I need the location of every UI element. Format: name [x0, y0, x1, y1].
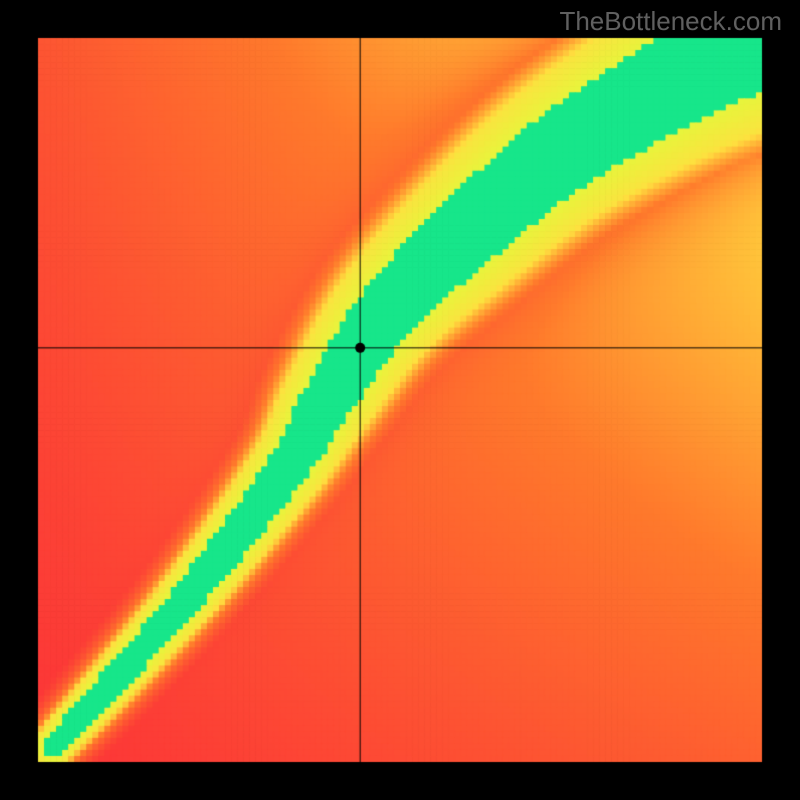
chart-container: TheBottleneck.com — [0, 0, 800, 800]
heatmap-canvas — [0, 0, 800, 800]
watermark-label: TheBottleneck.com — [559, 6, 782, 37]
